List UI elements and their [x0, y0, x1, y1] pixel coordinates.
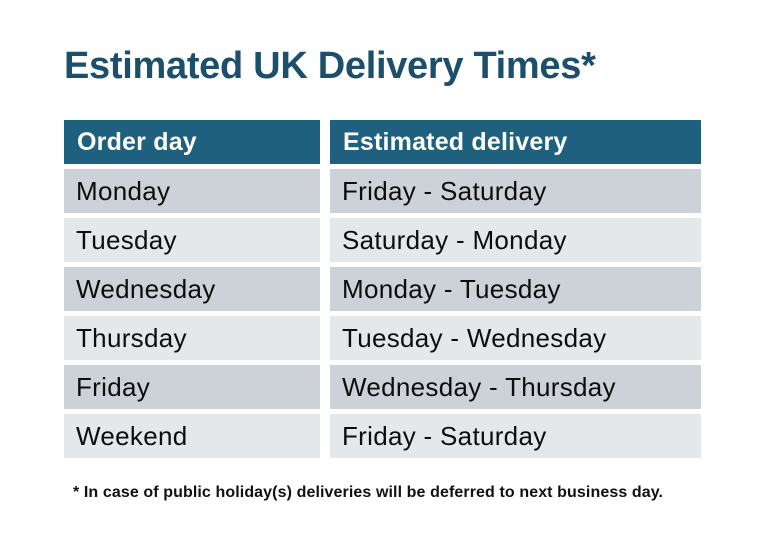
cell-order-day: Tuesday [64, 218, 320, 262]
cell-estimated-delivery: Tuesday - Wednesday [330, 316, 701, 360]
column-header-estimated-delivery: Estimated delivery [330, 120, 701, 164]
cell-order-day: Friday [64, 365, 320, 409]
cell-estimated-delivery: Wednesday - Thursday [330, 365, 701, 409]
column-header-order-day: Order day [64, 120, 320, 164]
cell-order-day: Thursday [64, 316, 320, 360]
cell-estimated-delivery: Monday - Tuesday [330, 267, 701, 311]
footnote: * In case of public holiday(s) deliverie… [73, 484, 664, 501]
cell-estimated-delivery: Saturday - Monday [330, 218, 701, 262]
cell-estimated-delivery: Friday - Saturday [330, 414, 701, 458]
cell-order-day: Wednesday [64, 267, 320, 311]
page-title: Estimated UK Delivery Times* [64, 45, 596, 87]
delivery-times-table: Order day Estimated delivery Monday Frida… [64, 120, 701, 458]
cell-order-day: Monday [64, 169, 320, 213]
cell-order-day: Weekend [64, 414, 320, 458]
cell-estimated-delivery: Friday - Saturday [330, 169, 701, 213]
